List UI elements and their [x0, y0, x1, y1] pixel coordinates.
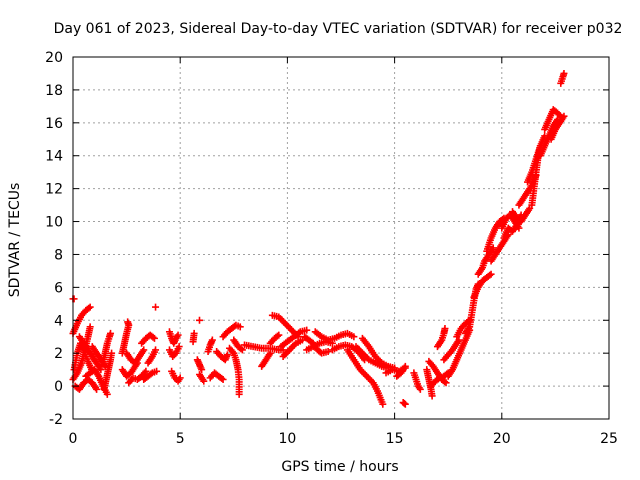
y-tick-label: 4	[54, 313, 63, 329]
y-tick-label: 12	[45, 182, 63, 198]
data-point	[195, 316, 203, 324]
data-point	[486, 271, 494, 279]
data-point	[560, 69, 568, 77]
data-point	[176, 374, 184, 382]
data-point	[149, 333, 157, 341]
data-point	[434, 375, 442, 383]
data-points	[69, 69, 568, 408]
data-point	[200, 377, 208, 385]
data-point	[219, 376, 227, 384]
data-point	[401, 362, 409, 370]
y-tick-label: 8	[54, 247, 63, 263]
data-point	[152, 346, 160, 354]
data-point	[489, 244, 497, 252]
y-tick-label: 10	[45, 215, 63, 231]
x-tick-label: 5	[176, 431, 185, 447]
data-point	[560, 112, 568, 120]
data-point	[140, 346, 148, 354]
data-point	[93, 385, 101, 393]
data-point	[85, 304, 93, 312]
data-point	[190, 329, 198, 337]
data-point	[142, 367, 150, 375]
data-point	[147, 370, 155, 378]
data-point	[266, 349, 274, 357]
data-point	[350, 333, 358, 341]
data-point	[107, 329, 115, 337]
data-point	[97, 366, 105, 374]
y-tick-label: 6	[54, 280, 63, 296]
plot-frame	[72, 56, 610, 420]
data-point	[108, 349, 116, 357]
y-tick-label: -2	[49, 412, 63, 428]
y-tick-labels: -2 0 2 4 6 8 10 12 14 16 18 20	[45, 50, 63, 428]
data-point	[237, 345, 245, 353]
data-point	[153, 367, 161, 375]
chart-title: Day 061 of 2023, Sidereal Day-to-day VTE…	[54, 21, 623, 37]
axes	[72, 56, 610, 420]
data-point	[442, 379, 450, 387]
y-tick-label: 14	[45, 149, 63, 165]
data-point	[208, 336, 216, 344]
y-tick-label: 18	[45, 83, 63, 99]
data-point	[487, 270, 495, 278]
data-point	[401, 400, 409, 408]
x-tick-label: 15	[386, 431, 404, 447]
data-point	[428, 392, 436, 400]
y-tick-label: 2	[54, 346, 63, 362]
x-axis-label: GPS time / hours	[281, 459, 398, 475]
data-point	[174, 331, 182, 339]
data-point	[236, 323, 244, 331]
data-point	[86, 323, 94, 331]
data-point	[124, 318, 132, 326]
y-tick-label: 16	[45, 116, 63, 132]
y-axis-label: SDTVAR / TECUs	[7, 183, 23, 298]
data-point	[275, 331, 283, 339]
data-point	[238, 346, 246, 354]
y-tick-label: 0	[54, 379, 63, 395]
data-point	[175, 343, 183, 351]
data-point	[218, 374, 226, 382]
y-tick-label: 20	[45, 50, 63, 66]
x-tick-label: 20	[493, 431, 511, 447]
data-point	[150, 334, 158, 342]
data-point	[400, 399, 408, 407]
data-point	[223, 351, 231, 359]
data-point	[70, 295, 78, 303]
x-tick-label: 10	[278, 431, 296, 447]
x-tick-label: 0	[69, 431, 78, 447]
data-point	[379, 400, 387, 408]
data-point	[103, 390, 111, 398]
data-point	[235, 390, 243, 398]
data-point	[303, 326, 311, 334]
data-point	[416, 385, 424, 393]
data-point	[441, 325, 449, 332]
data-point	[273, 332, 281, 340]
data-point	[324, 348, 332, 356]
data-point	[86, 303, 94, 311]
grid-lines	[73, 57, 609, 419]
data-point	[152, 303, 160, 311]
x-tick-label: 25	[600, 431, 618, 447]
data-point	[198, 366, 206, 374]
x-tick-labels: 0 5 10 15 20 25	[69, 431, 618, 447]
